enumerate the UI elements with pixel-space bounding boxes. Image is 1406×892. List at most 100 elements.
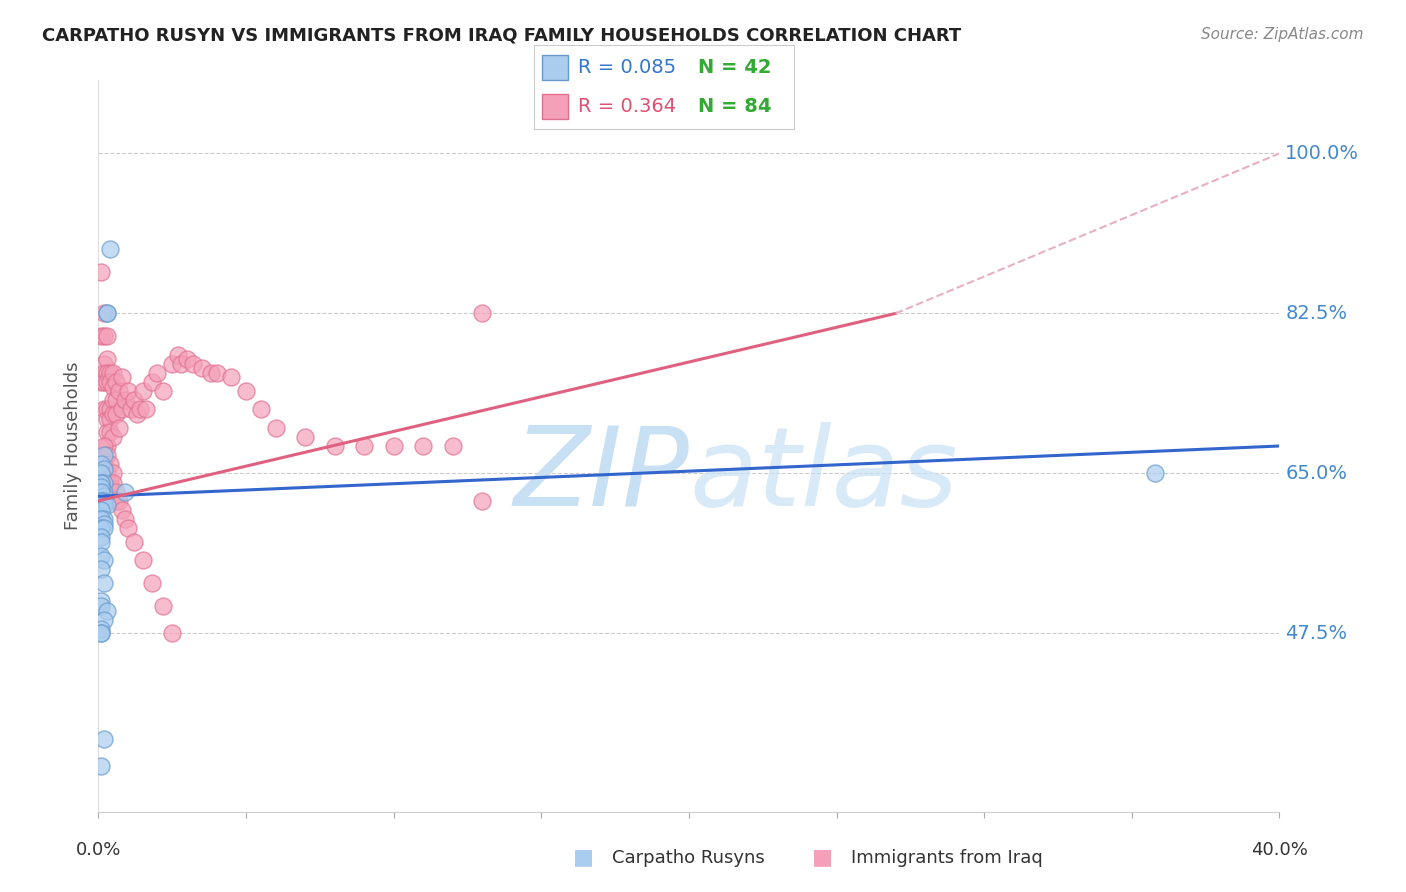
Point (135, 402, 157, 417)
Point (128, 402, 150, 417)
Point (441, 439, 464, 453)
Point (93, 553, 115, 567)
Point (200, 366, 222, 380)
Point (96, 366, 118, 380)
Point (1144, 467, 1167, 481)
Point (93, 516, 115, 531)
Point (98, 411, 121, 425)
Point (191, 361, 214, 376)
Point (98, 425, 121, 440)
Text: 0.0%: 0.0% (76, 841, 121, 859)
Point (114, 484, 136, 499)
Point (96, 306, 118, 320)
Point (152, 599, 174, 613)
Text: ■: ■ (813, 847, 832, 867)
Point (96, 306, 118, 320)
Point (105, 407, 128, 421)
Point (105, 484, 128, 499)
Point (98, 375, 121, 389)
Point (93, 731, 115, 746)
Text: Carpatho Rusyns: Carpatho Rusyns (612, 849, 765, 867)
Point (93, 484, 115, 499)
Text: Source: ZipAtlas.com: Source: ZipAtlas.com (1201, 27, 1364, 42)
Point (162, 626, 183, 640)
Point (114, 512, 136, 526)
Point (96, 467, 118, 481)
Point (120, 402, 142, 417)
Text: R = 0.085: R = 0.085 (578, 58, 676, 77)
Point (235, 384, 257, 399)
Point (96, 375, 118, 389)
Point (103, 430, 125, 444)
Point (96, 439, 118, 453)
Text: atlas: atlas (689, 422, 957, 529)
Point (93, 329, 115, 343)
Point (90, 503, 112, 517)
Point (93, 375, 115, 389)
Point (90, 622, 112, 636)
Point (125, 407, 148, 421)
Point (90, 535, 112, 549)
Point (103, 379, 125, 393)
Point (90, 521, 112, 535)
Text: 47.5%: 47.5% (1285, 624, 1347, 643)
Point (90, 512, 112, 526)
Point (93, 457, 115, 471)
Text: Immigrants from Iraq: Immigrants from Iraq (851, 849, 1042, 867)
Point (90, 484, 112, 499)
Point (90, 562, 112, 576)
Text: CARPATHO RUSYN VS IMMIGRANTS FROM IRAQ FAMILY HOUSEHOLDS CORRELATION CHART: CARPATHO RUSYN VS IMMIGRANTS FROM IRAQ F… (42, 27, 962, 45)
Point (146, 366, 169, 380)
Text: N = 42: N = 42 (699, 58, 772, 77)
Point (93, 613, 115, 627)
Point (108, 384, 131, 399)
Point (152, 384, 174, 399)
Point (90, 329, 112, 343)
Point (323, 439, 346, 453)
Point (98, 243, 121, 257)
Point (170, 357, 193, 371)
Point (132, 384, 155, 399)
Text: 100.0%: 100.0% (1285, 144, 1360, 163)
Point (93, 494, 115, 508)
Point (90, 759, 112, 773)
Text: 40.0%: 40.0% (1251, 841, 1308, 859)
Point (96, 425, 118, 440)
Point (162, 357, 183, 371)
Point (122, 393, 145, 408)
Point (90, 475, 112, 490)
Point (93, 357, 115, 371)
Point (103, 393, 125, 408)
Point (90, 494, 112, 508)
Point (96, 402, 118, 417)
Point (96, 448, 118, 462)
Point (93, 306, 115, 320)
Point (90, 549, 112, 563)
Point (294, 430, 316, 444)
Point (181, 357, 204, 371)
Point (382, 439, 405, 453)
Point (412, 439, 434, 453)
Bar (543, 94, 568, 120)
Text: 82.5%: 82.5% (1285, 304, 1347, 323)
Text: R = 0.364: R = 0.364 (578, 97, 676, 116)
Point (93, 475, 115, 490)
Point (90, 457, 112, 471)
Point (141, 576, 163, 591)
Point (96, 329, 118, 343)
Point (103, 366, 125, 380)
Point (117, 384, 139, 399)
Text: ■: ■ (574, 847, 593, 867)
Point (471, 494, 494, 508)
Point (93, 521, 115, 535)
Point (90, 530, 112, 544)
Point (93, 366, 115, 380)
Point (103, 475, 125, 490)
Bar (543, 54, 568, 80)
Text: 65.0%: 65.0% (1285, 464, 1347, 483)
Point (205, 366, 228, 380)
Point (93, 439, 115, 453)
Y-axis label: Family Households: Family Households (63, 362, 82, 530)
Text: N = 84: N = 84 (699, 97, 772, 116)
Point (353, 439, 375, 453)
